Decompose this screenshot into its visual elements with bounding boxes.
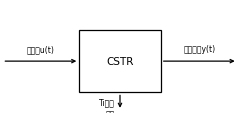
- Text: CSTR: CSTR: [106, 57, 134, 67]
- Bar: [79, 31, 161, 93]
- Text: 一般: 一般: [106, 110, 115, 113]
- Text: Ti流量: Ti流量: [99, 97, 115, 106]
- Text: 稀释率u(t): 稀释率u(t): [27, 45, 55, 54]
- Text: 产品浓度y(t): 产品浓度y(t): [183, 45, 215, 54]
